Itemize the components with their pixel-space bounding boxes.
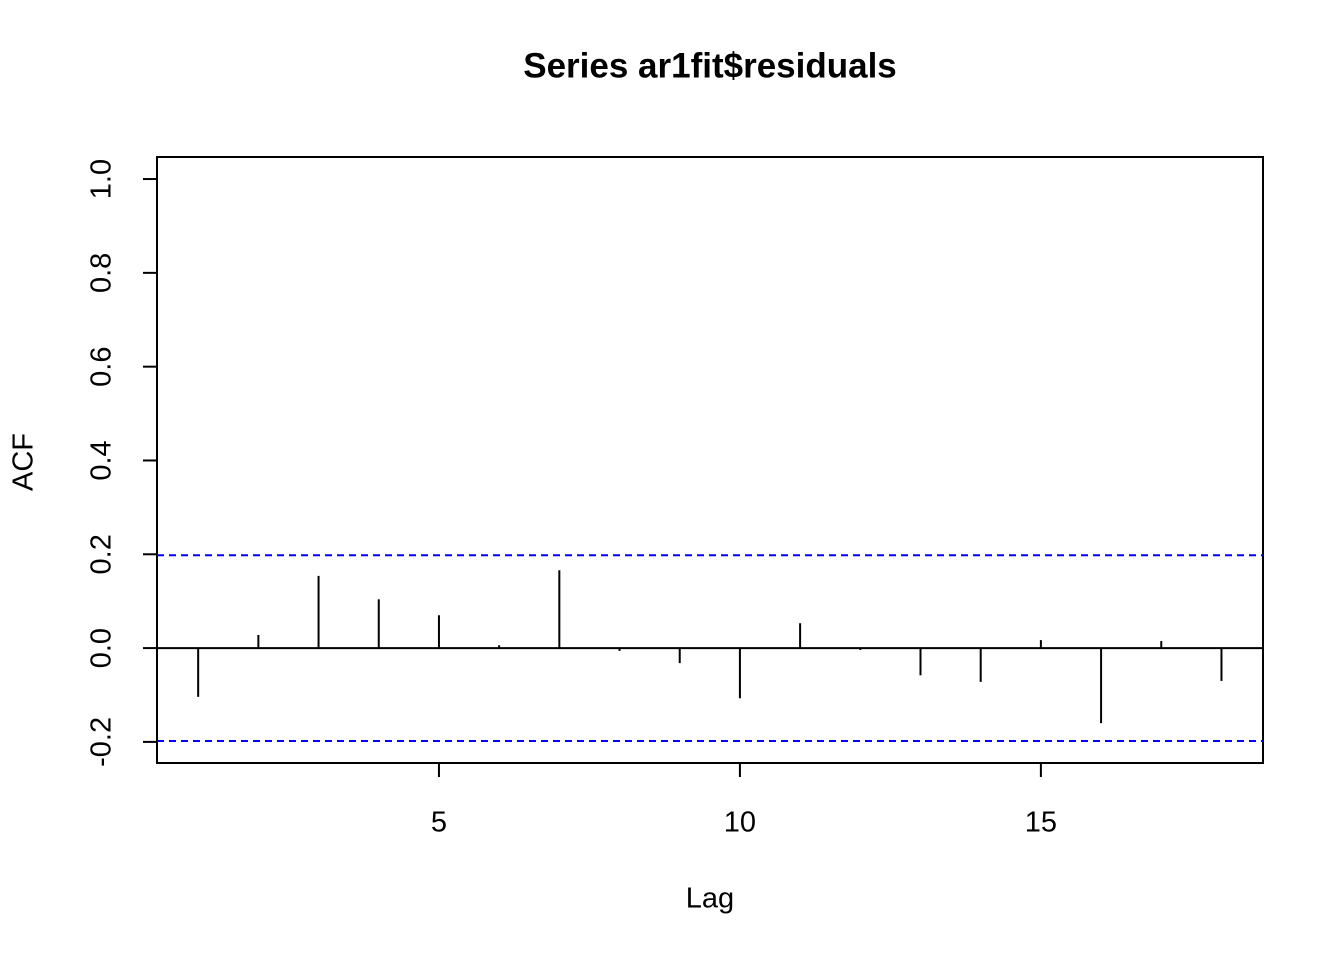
- plot-frame: [156, 156, 1264, 764]
- y-axis-label: ACF: [8, 433, 40, 491]
- y-tick-label: 0.4: [86, 440, 118, 480]
- x-tick-label: 10: [724, 807, 756, 839]
- y-tick-label: 1.0: [86, 159, 118, 199]
- chart-title: Series ar1fit$residuals: [523, 46, 897, 85]
- y-tick-label: 0.6: [86, 346, 118, 386]
- x-tick-label: 15: [1025, 807, 1057, 839]
- y-tick-label: 0.2: [86, 534, 118, 574]
- y-tick-label: 0.0: [86, 628, 118, 668]
- x-axis-label: Lag: [686, 883, 734, 915]
- x-tick-label: 5: [431, 807, 447, 839]
- y-tick-label: -0.2: [86, 717, 118, 767]
- y-tick-label: 0.8: [86, 253, 118, 293]
